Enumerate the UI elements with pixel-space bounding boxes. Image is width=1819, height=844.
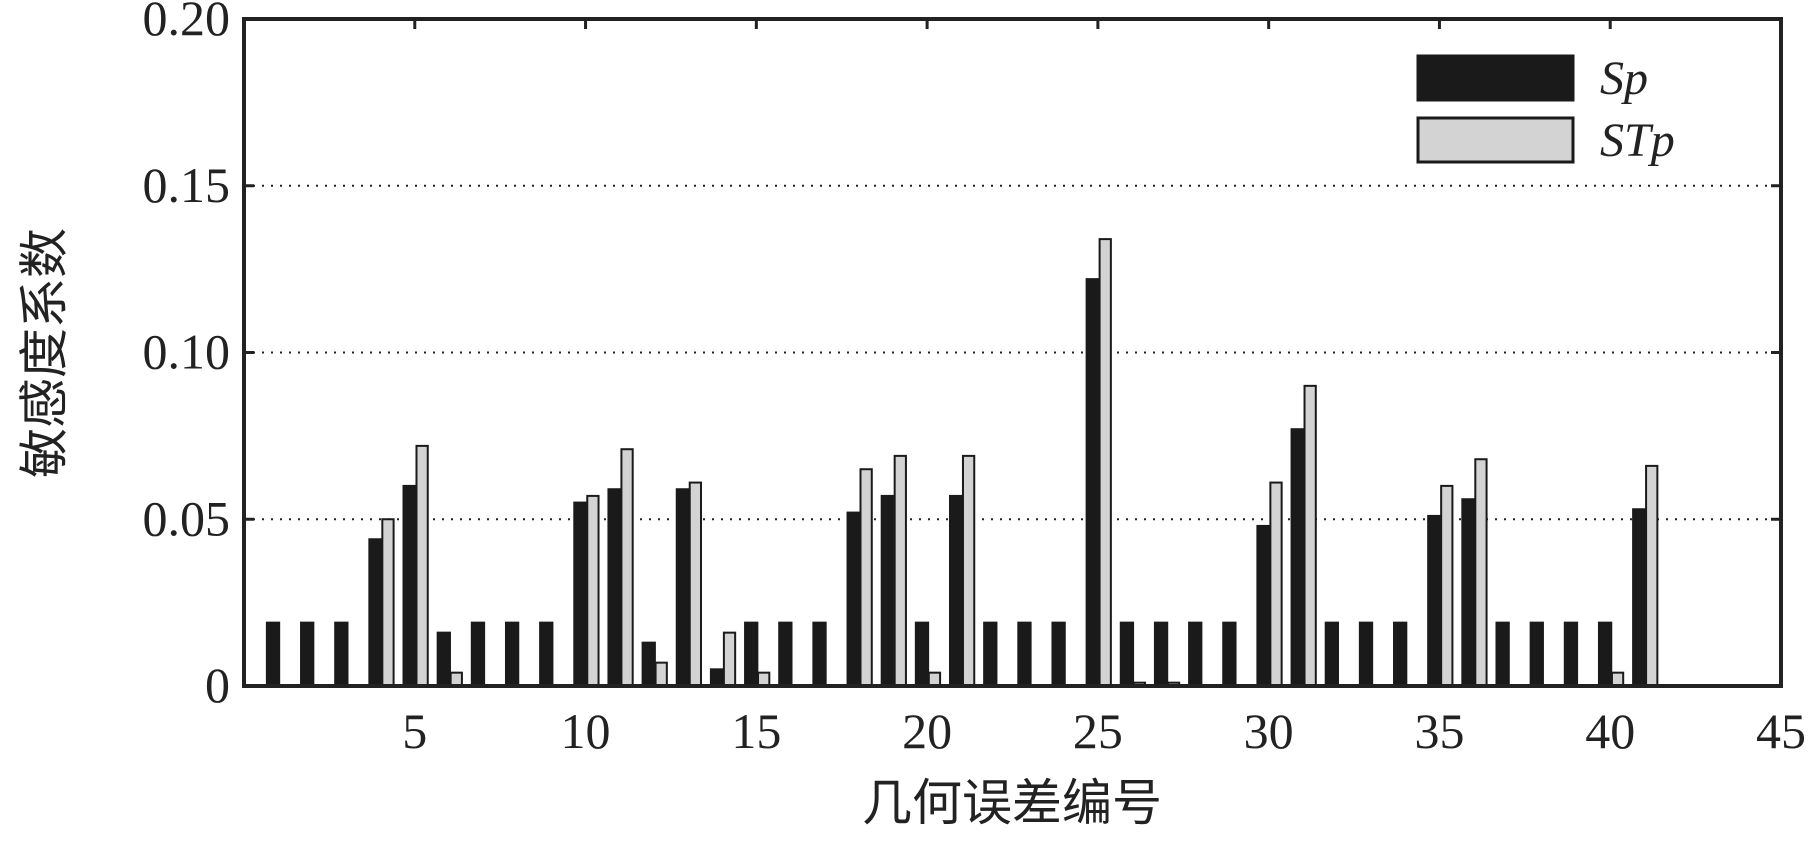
bar — [654, 661, 668, 688]
bar — [1461, 498, 1476, 687]
bar — [1098, 238, 1112, 688]
bar — [1563, 621, 1579, 688]
bar — [415, 444, 429, 687]
bar — [1119, 621, 1135, 688]
bar — [927, 671, 942, 687]
x-tick-label: 10 — [561, 703, 611, 759]
bar — [573, 501, 588, 688]
bar — [641, 641, 656, 688]
bar — [539, 621, 554, 688]
bar — [688, 481, 703, 687]
bar — [265, 621, 281, 688]
bar — [1495, 621, 1510, 688]
bar — [983, 621, 998, 688]
bar — [1085, 278, 1100, 687]
bar — [1222, 621, 1237, 688]
x-tick-label: 15 — [731, 703, 781, 759]
bar — [1290, 428, 1305, 687]
bar — [859, 468, 873, 687]
x-tick-label: 20 — [902, 703, 952, 759]
bar — [961, 454, 976, 688]
x-axis-title: 几何误差编号 — [862, 775, 1162, 831]
bar — [300, 621, 315, 688]
x-tick-label: 25 — [1073, 703, 1123, 759]
bar — [778, 621, 793, 688]
bar — [893, 454, 907, 688]
bar — [368, 538, 383, 688]
bar — [1427, 514, 1442, 687]
x-tick-label: 5 — [402, 703, 427, 759]
legend-swatch — [1416, 54, 1575, 102]
legend-label: Sp — [1600, 52, 1648, 105]
bar — [334, 621, 349, 688]
bar — [449, 671, 463, 687]
y-axis-title: 敏感度系数 — [16, 228, 72, 478]
bar — [675, 488, 691, 687]
bar — [470, 621, 486, 688]
bar — [812, 621, 827, 688]
bar — [709, 668, 725, 688]
bar — [722, 631, 737, 688]
y-tick-label: 0.10 — [143, 324, 231, 380]
bar — [757, 671, 771, 687]
bar — [1256, 524, 1271, 687]
bar — [1017, 621, 1032, 688]
bar — [914, 621, 930, 688]
x-tick-label: 35 — [1414, 703, 1464, 759]
bar — [1597, 621, 1613, 688]
bar — [402, 484, 417, 687]
bar — [1153, 621, 1169, 688]
bar — [586, 494, 600, 687]
bar — [381, 518, 395, 687]
bar — [1632, 508, 1647, 687]
bar — [1610, 671, 1625, 687]
y-tick-label: 0.20 — [143, 0, 231, 46]
bar — [1393, 621, 1408, 688]
bar — [436, 631, 451, 688]
bar — [504, 621, 520, 688]
bar — [1324, 621, 1340, 688]
bar — [1051, 621, 1066, 688]
x-tick-label: 30 — [1244, 703, 1294, 759]
legend-label: STp — [1600, 114, 1675, 167]
bar — [620, 448, 634, 687]
bar — [1474, 458, 1488, 687]
bar — [846, 511, 861, 688]
bar — [1440, 484, 1454, 687]
bar — [1269, 481, 1283, 687]
y-tick-label: 0 — [205, 657, 230, 713]
y-tick-label: 0.15 — [143, 157, 231, 213]
bar — [880, 494, 895, 687]
bar — [1303, 384, 1317, 687]
bar — [1645, 464, 1659, 688]
plot-frame — [242, 17, 1783, 688]
bar — [607, 488, 622, 687]
y-tick-label: 0.05 — [143, 490, 231, 546]
x-tick-label: 45 — [1756, 703, 1806, 759]
legend-swatch — [1416, 116, 1575, 164]
bar — [1188, 621, 1203, 688]
bar — [1358, 621, 1374, 688]
bar — [1529, 621, 1544, 688]
bar — [948, 494, 964, 687]
bar — [744, 621, 759, 688]
x-tick-label: 40 — [1585, 703, 1635, 759]
